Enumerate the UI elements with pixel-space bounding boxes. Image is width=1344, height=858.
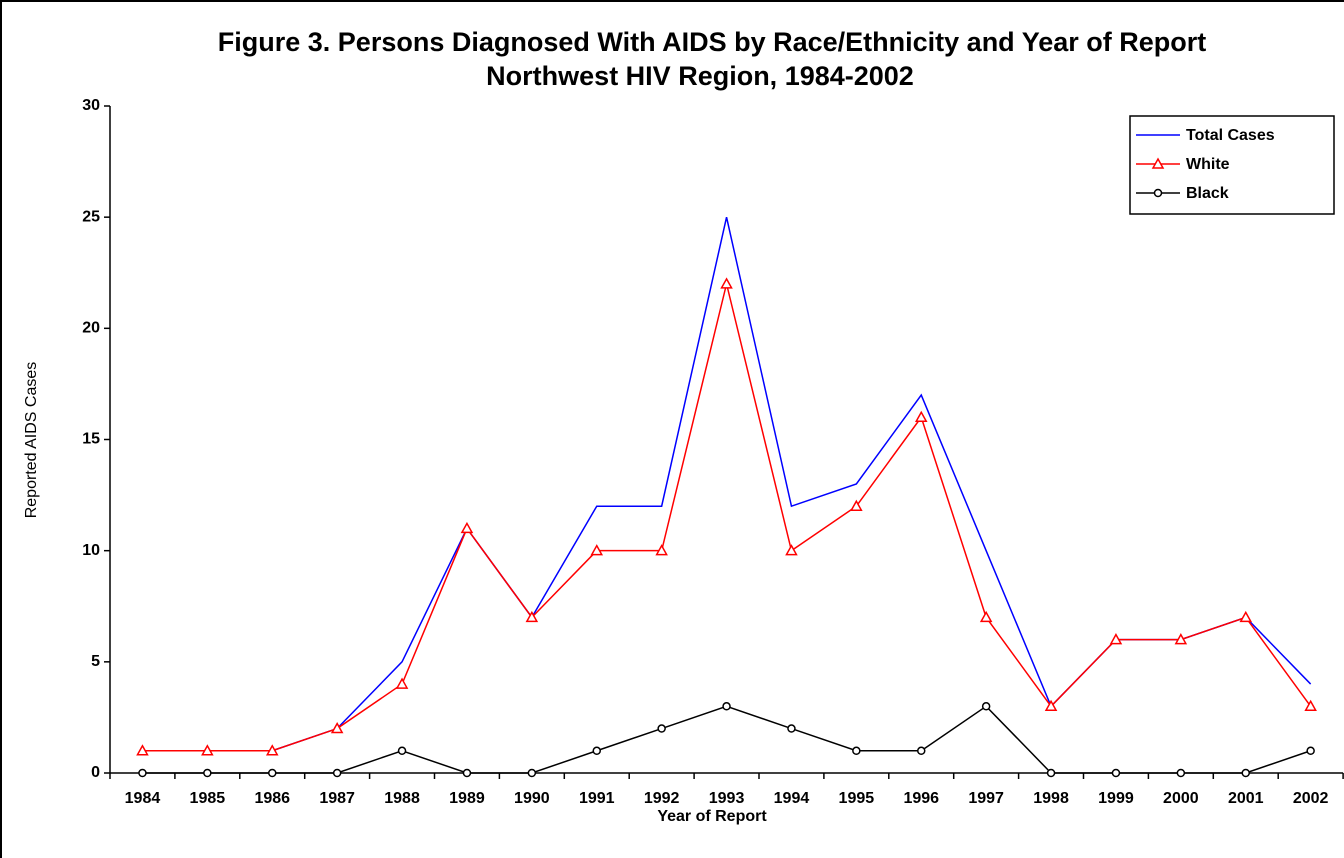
x-tick-label: 1986 — [254, 790, 290, 807]
y-tick-label: 0 — [91, 764, 100, 781]
marker — [590, 544, 604, 556]
x-tick-label: 1985 — [190, 790, 226, 807]
marker — [850, 499, 863, 511]
marker — [1304, 699, 1317, 712]
marker — [268, 768, 277, 778]
marker — [395, 677, 409, 689]
x-tick-label: 1995 — [839, 790, 875, 807]
x-tick-label: 1999 — [1098, 790, 1134, 807]
series-line — [142, 217, 1312, 752]
marker — [592, 746, 601, 756]
marker — [1151, 157, 1165, 169]
marker — [917, 746, 926, 756]
y-axis-label: Reported AIDS Cases — [23, 362, 40, 519]
marker — [1239, 610, 1253, 623]
marker — [330, 721, 344, 734]
x-tick-label: 1993 — [709, 790, 745, 807]
marker — [462, 768, 472, 778]
x-tick-label: 1998 — [1033, 790, 1069, 807]
marker — [787, 724, 796, 733]
y-tick-label: 20 — [82, 320, 100, 337]
x-tick-label: 1990 — [514, 790, 550, 807]
legend-label: White — [1186, 156, 1230, 173]
marker — [138, 768, 147, 778]
y-tick-label: 25 — [82, 208, 100, 225]
chart-title: Figure 3. Persons Diagnosed With AIDS by… — [218, 27, 1206, 57]
x-tick-label: 2000 — [1163, 790, 1199, 807]
marker — [136, 744, 149, 756]
marker — [979, 610, 993, 623]
y-tick-label: 30 — [82, 97, 100, 114]
marker — [397, 746, 407, 756]
x-tick-label: 2001 — [1228, 790, 1264, 807]
legend-label: Total Cases — [1186, 127, 1275, 144]
marker — [657, 724, 666, 733]
legend-label: Black — [1186, 185, 1229, 202]
marker — [203, 768, 212, 778]
marker — [1109, 633, 1123, 645]
marker — [1306, 746, 1315, 756]
x-tick-label: 1989 — [449, 790, 485, 807]
marker — [720, 277, 733, 289]
marker — [1044, 699, 1058, 712]
marker — [981, 702, 991, 711]
marker — [201, 744, 214, 756]
marker — [1111, 768, 1121, 778]
chart-subtitle: Northwest HIV Region, 1984-2002 — [486, 61, 914, 91]
marker — [265, 744, 279, 756]
marker — [722, 702, 731, 711]
legend-box — [1129, 115, 1335, 215]
x-tick-label: 1994 — [774, 790, 810, 807]
marker — [525, 610, 539, 623]
x-tick-label: 1996 — [903, 790, 939, 807]
x-tick-label: 1988 — [384, 790, 420, 807]
marker — [655, 544, 668, 556]
y-tick-label: 15 — [82, 431, 100, 448]
marker — [1241, 768, 1250, 778]
marker — [852, 746, 861, 756]
x-tick-label: 2002 — [1293, 790, 1329, 807]
series-line — [142, 283, 1312, 752]
x-tick-label: 1992 — [644, 790, 680, 807]
x-tick-label: 1987 — [319, 790, 355, 807]
marker — [1153, 188, 1163, 198]
marker — [914, 410, 928, 423]
marker — [1174, 633, 1188, 645]
marker — [785, 544, 798, 556]
series-line — [142, 705, 1311, 774]
x-tick-label: 1997 — [968, 790, 1004, 807]
y-tick-label: 5 — [91, 653, 100, 670]
marker — [332, 768, 342, 778]
marker — [1046, 768, 1056, 778]
y-tick-label: 10 — [82, 542, 100, 559]
x-axis-label: Year of Report — [657, 808, 767, 825]
x-tick-label: 1991 — [579, 790, 615, 807]
marker — [460, 521, 474, 534]
marker — [527, 768, 537, 778]
x-tick-label: 1984 — [125, 790, 161, 807]
marker — [1176, 768, 1186, 778]
